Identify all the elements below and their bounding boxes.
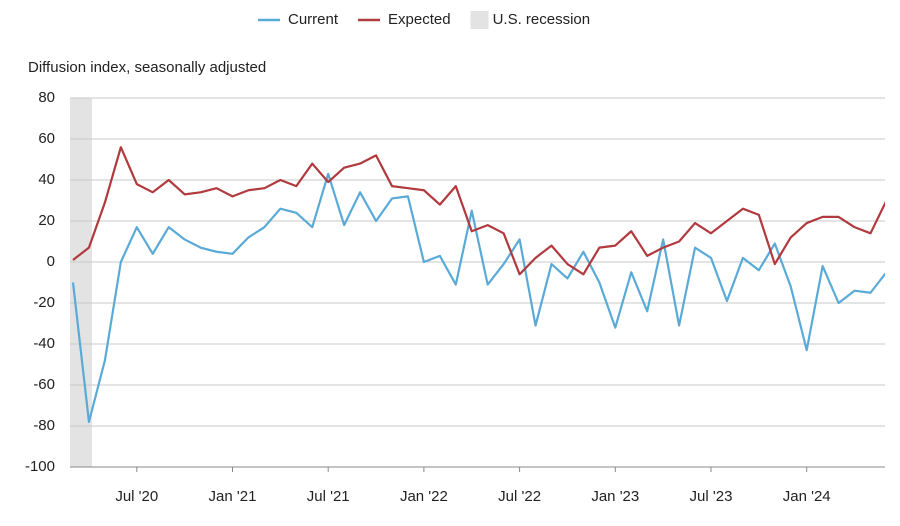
y-tick-label: -80 bbox=[33, 417, 55, 434]
line-series bbox=[71, 172, 885, 423]
x-tick-label: Jul '20 bbox=[115, 488, 158, 505]
y-tick-label: 0 bbox=[47, 253, 55, 270]
legend-swatch bbox=[470, 11, 489, 29]
y-tick-label: 20 bbox=[38, 212, 55, 229]
y-axis-label: Diffusion index, seasonally adjusted bbox=[28, 59, 266, 76]
x-tick-label: Jan '24 bbox=[783, 488, 831, 505]
legend-label: Current bbox=[288, 11, 339, 28]
y-tick-label: 40 bbox=[38, 171, 55, 188]
y-tick-label: -100 bbox=[25, 458, 55, 475]
line-series bbox=[72, 146, 885, 276]
x-tick-label: Jul '23 bbox=[690, 488, 733, 505]
x-tick-label: Jul '22 bbox=[498, 488, 541, 505]
y-tick-label: -60 bbox=[33, 376, 55, 393]
legend-label: U.S. recession bbox=[493, 11, 591, 28]
x-tick-label: Jan '22 bbox=[400, 488, 448, 505]
legend-label: Expected bbox=[388, 11, 451, 28]
y-tick-label: 80 bbox=[38, 89, 55, 106]
y-tick-label: -20 bbox=[33, 294, 55, 311]
x-tick-label: Jul '21 bbox=[307, 488, 350, 505]
recession-band bbox=[70, 98, 92, 467]
y-tick-label: -40 bbox=[33, 335, 55, 352]
x-tick-label: Jan '23 bbox=[591, 488, 639, 505]
y-tick-label: 60 bbox=[38, 130, 55, 147]
x-tick-label: Jan '21 bbox=[209, 488, 257, 505]
